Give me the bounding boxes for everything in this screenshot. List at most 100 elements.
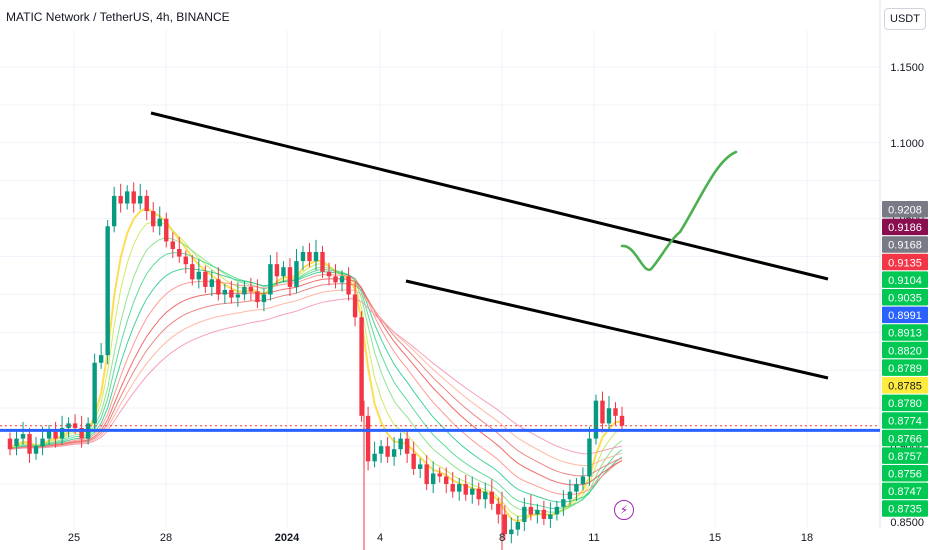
ema-line — [9, 289, 623, 467]
candle-body — [528, 506, 534, 515]
candle — [151, 201, 156, 233]
x-tick-label: 8 — [499, 532, 505, 544]
candle-body — [98, 355, 104, 363]
candle — [333, 264, 338, 289]
price-label-text: 0.8757 — [888, 451, 922, 463]
candle-body — [574, 484, 579, 492]
candle — [274, 252, 280, 286]
candle — [111, 186, 117, 233]
candle — [535, 503, 540, 524]
price-label: 0.9186 — [882, 218, 928, 236]
currency-button[interactable]: USDT — [884, 8, 926, 30]
price-label: 0.8756 — [882, 465, 928, 482]
candle-body — [411, 453, 416, 469]
candle-body — [600, 400, 605, 424]
candle-body — [216, 279, 221, 295]
candle-body — [476, 488, 481, 500]
price-label: 0.8747 — [882, 482, 928, 500]
candle-body — [496, 503, 501, 515]
flash-icon[interactable]: ⚡ — [614, 500, 634, 520]
candle-body — [307, 252, 312, 262]
candle-body — [261, 294, 267, 303]
candle — [470, 476, 475, 504]
y-tick-label: 1.1000 — [890, 138, 924, 150]
candle-body — [79, 427, 84, 439]
price-label-text: 0.9135 — [888, 257, 922, 269]
ema-line — [9, 237, 623, 513]
candle — [124, 185, 130, 210]
price-label-box — [882, 447, 928, 464]
candle — [424, 455, 429, 491]
price-label-box — [882, 271, 928, 288]
ema-line — [9, 283, 623, 477]
ema-line — [9, 273, 623, 496]
candle — [372, 441, 377, 468]
price-label-text: 0.8747 — [888, 486, 922, 498]
candle — [320, 245, 325, 278]
candle — [105, 220, 110, 365]
x-tick-label: 2024 — [275, 532, 300, 544]
candle-body — [535, 509, 540, 515]
candle-body — [157, 218, 162, 227]
price-label: 0.9035 — [882, 289, 928, 306]
candle-body — [444, 476, 449, 485]
candle-body — [567, 491, 573, 500]
candle-body — [541, 509, 547, 519]
candle-body — [437, 473, 442, 477]
candle — [268, 255, 273, 301]
price-label-text: 0.9104 — [888, 275, 922, 287]
y-tick-label: 1.1500 — [890, 62, 924, 74]
candle — [430, 461, 436, 494]
candle-body — [183, 256, 188, 265]
candle-body — [59, 427, 65, 439]
candle-body — [509, 529, 514, 535]
candle-body — [111, 195, 117, 227]
candle-body — [522, 506, 527, 522]
candle — [177, 236, 182, 263]
candle — [326, 262, 332, 286]
candle — [515, 515, 521, 536]
price-label-box — [882, 289, 928, 306]
candle — [46, 424, 52, 445]
candle — [196, 259, 202, 289]
candle-body — [339, 276, 345, 283]
candle-body — [359, 317, 364, 416]
candle-body — [613, 408, 618, 416]
candle — [606, 396, 612, 430]
candle — [248, 277, 254, 301]
candle — [541, 500, 547, 526]
candle — [554, 500, 560, 521]
candle — [92, 353, 97, 433]
candle-body — [144, 195, 149, 212]
candle-body — [27, 434, 32, 454]
candle — [391, 437, 397, 466]
price-label-box — [882, 482, 928, 500]
candle — [404, 429, 410, 463]
price-label-text: 0.9208 — [888, 205, 922, 217]
candle-body — [313, 252, 319, 262]
price-label-box — [882, 201, 928, 218]
candle-body — [502, 514, 508, 535]
y-tick-label: 0.8500 — [890, 517, 924, 529]
candle-body — [203, 271, 208, 287]
price-label: 0.8785 — [882, 377, 928, 394]
candle-body — [138, 195, 143, 204]
candle — [203, 265, 208, 293]
candle — [20, 421, 26, 445]
candle-body — [463, 484, 468, 495]
candle — [229, 280, 234, 304]
candle — [287, 258, 293, 297]
ema-line — [9, 278, 623, 486]
candle-body — [417, 464, 423, 469]
candle — [53, 421, 58, 448]
price-label: 0.8774 — [882, 412, 928, 429]
candle-body — [294, 261, 299, 287]
lower-trendline — [405, 279, 829, 380]
candle — [463, 474, 468, 501]
price-label-box — [882, 394, 928, 412]
candle — [365, 406, 371, 471]
price-label-text: 0.8913 — [888, 328, 922, 340]
candle-body — [352, 294, 358, 318]
candle — [222, 283, 228, 304]
